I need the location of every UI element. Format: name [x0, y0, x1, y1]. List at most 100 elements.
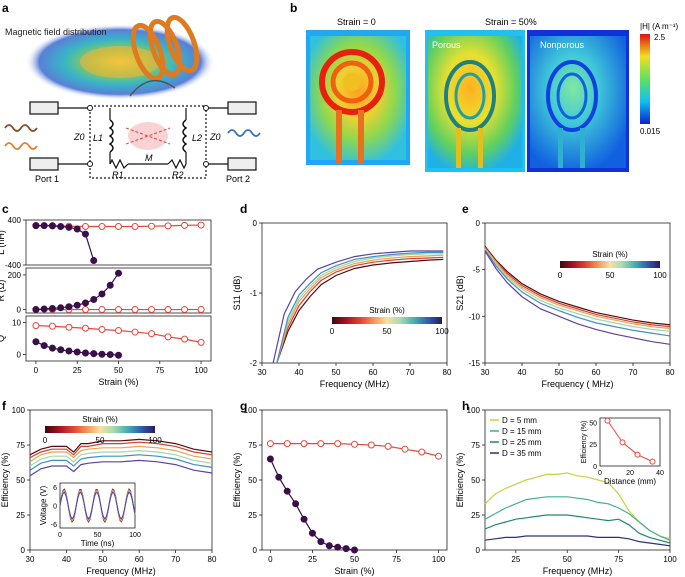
data-point: [418, 448, 426, 456]
strain-colorbar: [332, 317, 442, 324]
panel-letter-a: a: [2, 1, 9, 15]
x-tick-label: 70: [406, 368, 415, 377]
field-map-strain-0: [306, 30, 410, 165]
data-point: [81, 299, 89, 307]
panel-letter-f: f: [2, 399, 7, 413]
coil-illustration: [130, 14, 200, 82]
data-point: [48, 344, 56, 352]
x-tick-label: 60: [135, 555, 144, 564]
label-z0-left: Z0: [73, 132, 85, 142]
x-tick-label: 50: [114, 366, 123, 375]
strain-series-line: [484, 250, 671, 345]
strain-series-line: [484, 246, 671, 328]
strain-legend: Strain (%) 0 50 100: [43, 415, 162, 445]
label-strain-50: Strain = 50%: [485, 17, 537, 27]
data-point: [81, 306, 89, 314]
legend-tick-label: 0: [43, 436, 48, 445]
data-point: [334, 543, 342, 551]
label-port2: Port 2: [226, 174, 250, 184]
x-tick-label: 70: [171, 555, 180, 564]
data-point: [40, 222, 48, 230]
data-point: [48, 305, 56, 312]
y-tick-label: 25: [248, 511, 257, 520]
y-tick-label: 100: [467, 406, 481, 415]
colorbar-label: |H| (A m⁻¹): [640, 22, 678, 31]
legend-label: D = 5 mm: [502, 416, 537, 425]
inset-y-tick-label: 0: [593, 464, 597, 471]
y-tick-label: 400: [8, 216, 22, 225]
x-tick-label: 80: [443, 368, 452, 377]
inset-frame: [599, 417, 661, 467]
y-tick-label: 0: [253, 219, 258, 228]
x-tick-label: 50: [332, 368, 341, 377]
data-point: [131, 222, 139, 230]
strain-series-line: [29, 441, 213, 459]
data-point: [197, 221, 205, 229]
inset-x-tick-label: 40: [656, 470, 664, 477]
field-map-porous: [425, 30, 525, 172]
y-tick-label: -2: [250, 359, 258, 368]
inset-y-tick-label: -6: [51, 522, 57, 529]
strain-series-line: [276, 258, 444, 364]
chart-c-R: 200 0 R (Ω): [0, 267, 212, 315]
data-point: [57, 304, 65, 312]
data-point: [65, 303, 73, 311]
y-tick-label: -400: [5, 261, 22, 270]
label-strain-0: Strain = 0: [337, 17, 376, 27]
inset-point: [604, 417, 611, 424]
data-point: [181, 221, 189, 229]
legend-label: D = 35 mm: [502, 449, 542, 458]
x-axis-label: Strain (%): [98, 377, 138, 387]
chart-h: 0 25 50 75 100 25 50 75 100 Frequency (MHz) Effici…: [455, 406, 677, 576]
legend-tick-label: 50: [606, 271, 615, 280]
strain-series-line: [29, 449, 213, 467]
data-point: [48, 322, 56, 330]
y-tick-label: 75: [248, 441, 257, 450]
legend-tick-label: 100: [435, 327, 449, 336]
x-tick-label: 100: [663, 555, 677, 564]
chart-g: 0 25 50 75 100 0 25 50 75 100 Strain (%) Efficiency…: [232, 406, 448, 576]
data-point: [115, 269, 122, 277]
inset-point: [634, 451, 641, 458]
panel-a: a Magnetic field distribution: [2, 1, 261, 184]
colorbar-max: 2.5: [654, 33, 666, 42]
x-axis-label: Frequency (MHz): [543, 566, 613, 576]
label-z0-right: Z0: [209, 132, 221, 142]
inset-line: [607, 420, 653, 463]
distance-series-line: [484, 514, 671, 544]
strain-series-line: [276, 253, 444, 364]
data-point: [81, 324, 89, 332]
plot-frame: [25, 219, 212, 266]
data-point: [197, 338, 205, 346]
field-map-nonporous: [527, 30, 629, 172]
data-point: [81, 349, 89, 357]
legend-tick-label: 50: [383, 327, 392, 336]
y-tick-label: -5: [473, 266, 481, 275]
circuit: [29, 79, 257, 179]
x-tick-label: 30: [481, 368, 490, 377]
y-axis-label: Efficiency (%): [0, 453, 10, 508]
x-axis-label: Frequency ( MHz): [541, 379, 613, 389]
data-point: [181, 306, 189, 314]
x-tick-label: 40: [62, 555, 71, 564]
data-point: [65, 223, 73, 231]
x-tick-label: 30: [26, 555, 35, 564]
inset-y-label: Efficiency (%): [581, 421, 588, 464]
data-point: [148, 222, 156, 230]
panel-letter-d: d: [240, 202, 247, 216]
x-tick-label: 40: [295, 368, 304, 377]
strain-series-line: [29, 445, 213, 463]
data-point: [90, 257, 98, 264]
y-tick-label: 0: [17, 306, 22, 315]
plot-frame: [484, 222, 671, 364]
y-tick-label: -10: [468, 312, 480, 321]
y-tick-label: 0: [17, 351, 22, 360]
data-point: [115, 222, 122, 230]
data-point: [131, 328, 139, 336]
x-tick-label: 100: [432, 555, 446, 564]
data-point: [283, 487, 291, 495]
y-tick-label: 0: [253, 546, 258, 555]
